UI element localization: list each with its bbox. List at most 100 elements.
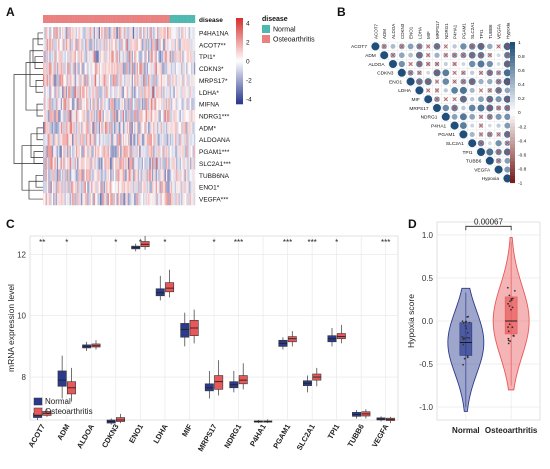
corr-colorbar-segment bbox=[510, 45, 515, 50]
heatmap-cell bbox=[59, 62, 61, 75]
heatmap-cell bbox=[63, 27, 65, 40]
heatmap-cell bbox=[157, 193, 159, 206]
heatmap-cell bbox=[91, 193, 93, 206]
heatmap-cell bbox=[53, 121, 55, 135]
corr-cross-mark bbox=[505, 96, 510, 102]
heatmap-cell bbox=[143, 157, 145, 170]
heatmap-cell bbox=[81, 169, 83, 182]
heatmap-cell bbox=[112, 27, 115, 40]
heatmap-cell bbox=[69, 86, 72, 99]
heatmap-cell bbox=[129, 145, 131, 158]
heatmap-cell bbox=[102, 133, 105, 146]
heatmap-cell bbox=[54, 50, 56, 63]
heatmap-cell bbox=[87, 50, 89, 63]
colorbar-segment bbox=[236, 76, 243, 79]
heatmap-cell bbox=[186, 169, 188, 182]
heatmap-cell bbox=[63, 74, 65, 87]
heatmap-cell bbox=[74, 86, 77, 99]
heatmap-cell bbox=[111, 133, 113, 146]
annotation-cell bbox=[155, 15, 158, 23]
corr-row-label: TPI1 bbox=[462, 150, 472, 156]
heatmap-cell bbox=[153, 110, 155, 123]
heatmap-cell bbox=[173, 38, 175, 51]
heatmap-cell bbox=[191, 157, 193, 170]
heatmap-cell bbox=[45, 62, 48, 75]
heatmap-cell bbox=[167, 121, 169, 135]
annotation-cell bbox=[87, 15, 89, 23]
heatmap-cell bbox=[173, 62, 175, 75]
heatmap-cell bbox=[67, 74, 69, 87]
heatmap-panel: diseaseP4HA1NAACOT7**TPI1*CDKN3*MRPS17*L… bbox=[13, 15, 315, 206]
heatmap-cell bbox=[106, 50, 108, 63]
heatmap-cell bbox=[129, 27, 131, 40]
heatmap-cell bbox=[136, 110, 139, 123]
heatmap-cell bbox=[121, 98, 124, 111]
heatmap-cell bbox=[178, 193, 181, 206]
heatmap-cell bbox=[68, 98, 70, 111]
heatmap-cell bbox=[64, 169, 67, 182]
corr-colorbar-segment bbox=[510, 63, 515, 67]
box-x-tick-label: ALDOA bbox=[75, 422, 96, 450]
heatmap-cell bbox=[63, 145, 65, 158]
heatmap-cell bbox=[144, 145, 146, 158]
heatmap-cell bbox=[178, 181, 181, 194]
heatmap-cell bbox=[73, 74, 75, 87]
heatmap-cell bbox=[134, 86, 136, 99]
heatmap-cell bbox=[120, 62, 122, 75]
heatmap-cell bbox=[169, 121, 172, 135]
violin-y-tick-label: 0.5 bbox=[422, 274, 434, 283]
heatmap-cell bbox=[64, 193, 67, 206]
annotation-cell bbox=[181, 15, 183, 23]
heatmap-cell bbox=[54, 121, 56, 135]
annotation-cell bbox=[98, 15, 101, 23]
heatmap-cell bbox=[48, 27, 50, 40]
significance-label: * bbox=[163, 238, 166, 247]
heatmap-cell bbox=[134, 193, 136, 206]
heatmap-cell bbox=[170, 110, 173, 123]
heatmap-cell bbox=[177, 193, 179, 206]
heatmap-cell bbox=[63, 181, 65, 194]
heatmap-cell bbox=[168, 27, 170, 40]
heatmap-cell bbox=[97, 145, 99, 158]
annotation-cell bbox=[67, 15, 69, 23]
corr-cross-mark bbox=[417, 79, 422, 84]
heatmap-cell bbox=[189, 27, 192, 40]
colorbar-segment bbox=[236, 73, 243, 77]
heatmap-cell bbox=[77, 181, 79, 194]
heatmap-cell bbox=[192, 62, 194, 75]
heatmap-cell bbox=[69, 62, 72, 75]
heatmap-cell bbox=[94, 145, 97, 158]
heatmap-cell bbox=[43, 193, 45, 206]
heatmap-cell bbox=[125, 121, 127, 135]
heatmap-cell bbox=[107, 110, 110, 123]
heatmap-cell bbox=[154, 38, 156, 51]
corr-cross-mark bbox=[425, 44, 431, 49]
heatmap-cell bbox=[113, 27, 116, 40]
heatmap-cell bbox=[54, 181, 56, 194]
heatmap-cell bbox=[75, 157, 78, 170]
heatmap-cell bbox=[170, 98, 173, 111]
heatmap-cell bbox=[63, 38, 65, 51]
heatmap-cell bbox=[67, 181, 69, 194]
box bbox=[165, 282, 175, 293]
heatmap-cell bbox=[79, 98, 82, 111]
heatmap-cell bbox=[116, 181, 118, 194]
heatmap-cell bbox=[124, 27, 126, 40]
heatmap-cell bbox=[65, 38, 68, 51]
heatmap-cell bbox=[84, 98, 87, 111]
corr-circle bbox=[487, 141, 492, 146]
heatmap-cell bbox=[78, 86, 80, 99]
heatmap-cell bbox=[68, 181, 70, 194]
corr-circle bbox=[434, 52, 440, 58]
corr-colorbar-segment bbox=[510, 130, 515, 134]
heatmap-cell bbox=[83, 62, 86, 75]
heatmap-cell bbox=[167, 38, 169, 51]
heatmap-cell bbox=[48, 50, 50, 63]
heatmap-cell bbox=[93, 110, 96, 123]
annotation-cell bbox=[54, 15, 56, 23]
violin-point bbox=[508, 294, 511, 297]
annotation-cell bbox=[62, 15, 64, 23]
heatmap-cell bbox=[45, 27, 48, 40]
heatmap-cell bbox=[59, 157, 61, 170]
heatmap-cell bbox=[138, 50, 140, 63]
